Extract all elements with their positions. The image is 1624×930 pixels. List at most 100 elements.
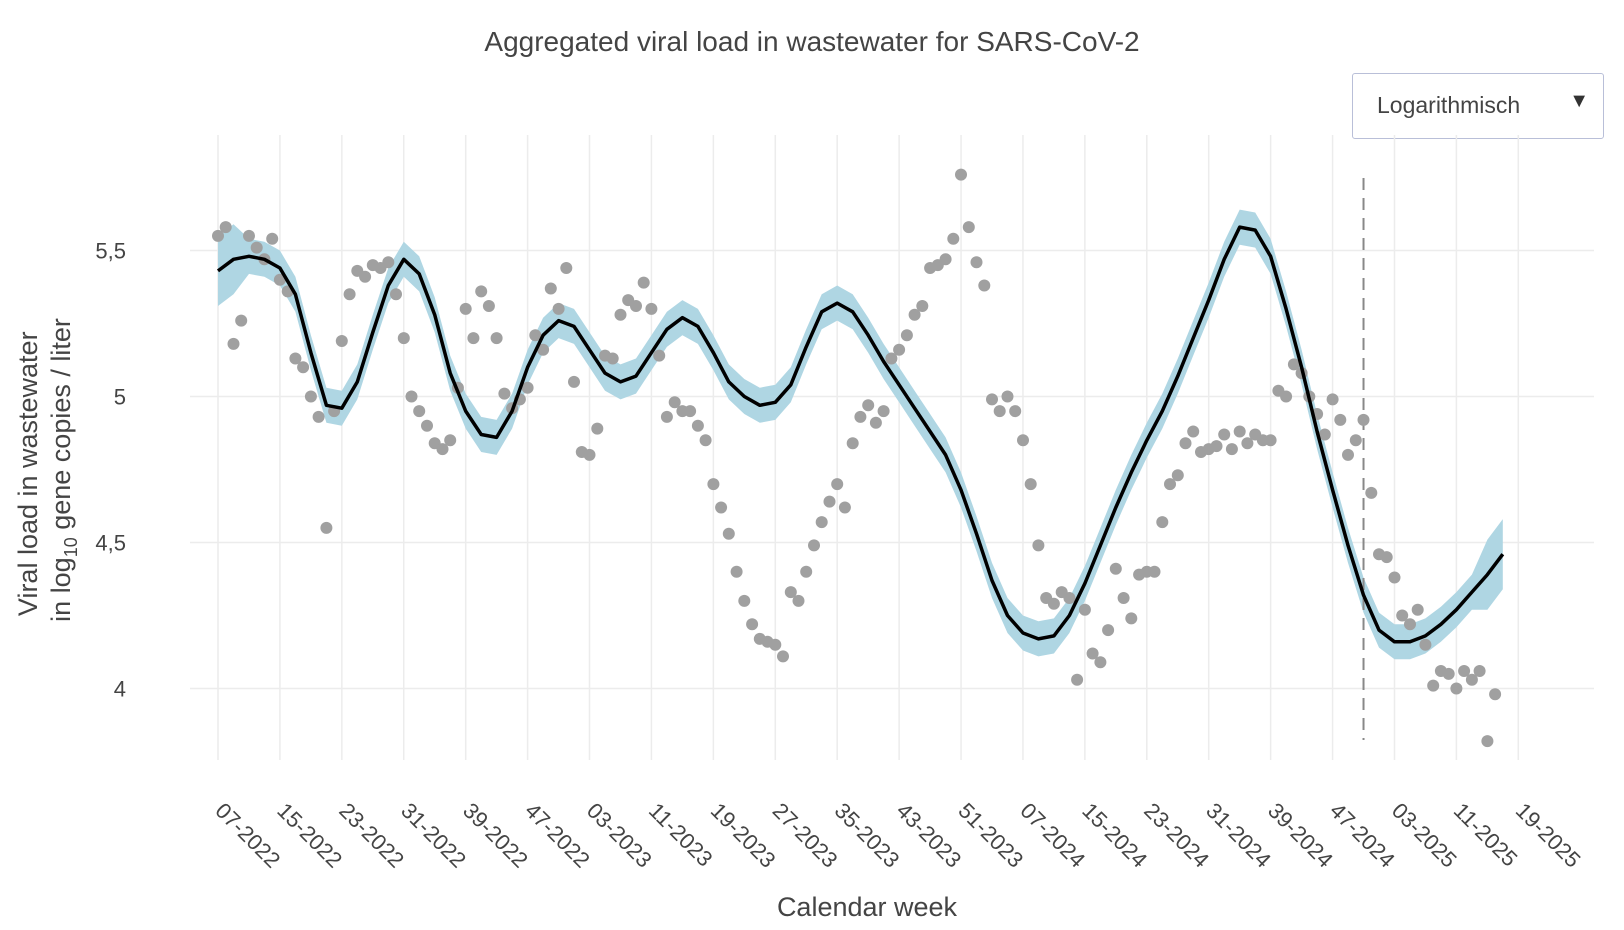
observation-point <box>838 501 851 514</box>
observation-point <box>1342 448 1354 461</box>
observation-point <box>475 285 488 298</box>
observation-point <box>297 361 310 374</box>
observation-point <box>738 594 751 607</box>
observation-point <box>1458 665 1471 677</box>
y-axis-title-line1: Viral load in wastewater <box>13 331 43 616</box>
observation-point <box>1017 434 1029 447</box>
scale-select-dropdown[interactable]: Logarithmisch ▼ <box>1352 73 1604 139</box>
trend-line <box>216 225 1505 644</box>
observation-point <box>993 405 1006 418</box>
grid-lines <box>190 135 1594 760</box>
observation-point <box>691 419 704 432</box>
observation-point <box>1001 390 1014 403</box>
x-tick-label: 11-2025 <box>1449 798 1523 872</box>
observation-point <box>885 352 898 365</box>
observation-point <box>490 332 503 345</box>
observation-point <box>792 594 805 607</box>
observation-point <box>382 256 395 269</box>
x-tick-label: 43-2023 <box>892 798 967 873</box>
observation-point <box>521 381 534 394</box>
observation-point <box>266 232 279 245</box>
observation-point <box>1388 571 1401 584</box>
observation-point <box>335 335 348 347</box>
observation-point <box>1481 735 1494 748</box>
observation-point <box>1442 667 1455 680</box>
observation-point <box>645 302 658 315</box>
confidence-band <box>218 209 1503 660</box>
observation-point <box>869 416 882 429</box>
observation-point <box>877 405 890 418</box>
x-tick-label: 27-2023 <box>768 798 843 873</box>
observation-point <box>552 302 565 315</box>
x-axis-ticks: 07-202215-202223-202231-202239-202247-20… <box>210 798 1585 873</box>
observation-point <box>1380 551 1393 564</box>
observation-point <box>1094 656 1107 669</box>
observation-point <box>722 527 735 540</box>
observation-point <box>583 448 596 461</box>
observation-point <box>343 288 356 301</box>
observation-point <box>668 396 681 409</box>
observation-point <box>715 501 728 514</box>
observation-point <box>606 352 619 365</box>
x-tick-label: 31-2024 <box>1201 798 1276 873</box>
observation-point <box>212 229 224 242</box>
observation-point <box>784 586 797 599</box>
observation-point <box>529 329 542 342</box>
observation-point <box>1117 592 1130 604</box>
observation-point <box>1210 440 1223 453</box>
observation-point <box>1318 428 1331 441</box>
observation-point <box>1164 478 1176 491</box>
observation-point <box>1171 469 1184 482</box>
x-tick-label: 19-2025 <box>1511 798 1586 873</box>
observation-point <box>846 437 859 450</box>
observation-point <box>1465 673 1478 686</box>
observation-point <box>1009 405 1022 418</box>
x-tick-label: 39-2024 <box>1263 798 1338 873</box>
observation-point <box>908 308 921 321</box>
observation-point <box>320 521 333 534</box>
observation-point <box>660 410 673 423</box>
observation-point <box>1156 516 1169 529</box>
observation-point <box>482 300 495 312</box>
observation-points <box>212 168 1502 748</box>
observation-point <box>986 393 998 406</box>
observation-point <box>1427 679 1440 692</box>
observation-point <box>1404 618 1416 631</box>
observation-point <box>390 288 402 301</box>
observation-point <box>359 270 372 283</box>
observation-point <box>1411 603 1424 616</box>
observation-point <box>1349 434 1362 447</box>
observation-point <box>1365 486 1378 499</box>
observation-point <box>970 256 983 269</box>
observation-point <box>1125 612 1138 625</box>
observation-point <box>1148 565 1161 578</box>
observation-point <box>1473 665 1486 677</box>
y-axis-title: Viral load in wastewater in log10 gene c… <box>13 318 81 622</box>
x-tick-label: 11-2023 <box>644 798 718 872</box>
observation-point <box>653 349 666 362</box>
x-tick-label: 03-2023 <box>582 798 657 873</box>
observation-point <box>459 302 472 315</box>
observation-point <box>1179 437 1192 450</box>
observation-point <box>243 229 255 242</box>
observation-point <box>916 300 929 312</box>
x-tick-label: 15-2024 <box>1077 798 1152 873</box>
observation-point <box>235 314 248 327</box>
observation-point <box>227 337 240 350</box>
x-tick-label: 15-2022 <box>272 798 347 873</box>
observation-point <box>304 390 317 403</box>
y-axis-title-post: gene copies / liter <box>46 318 76 537</box>
x-axis-title: Calendar week <box>777 892 958 922</box>
observation-point <box>1233 425 1246 438</box>
observation-point <box>1357 413 1370 426</box>
x-tick-label: 23-2022 <box>334 798 409 873</box>
observation-point <box>405 390 418 403</box>
observation-point <box>1109 562 1122 575</box>
observation-point <box>1326 393 1339 406</box>
y-tick-label: 5,5 <box>95 239 126 264</box>
observation-point <box>854 410 867 423</box>
observation-point <box>1287 358 1300 371</box>
observation-point <box>955 168 967 181</box>
observation-point <box>808 539 820 552</box>
